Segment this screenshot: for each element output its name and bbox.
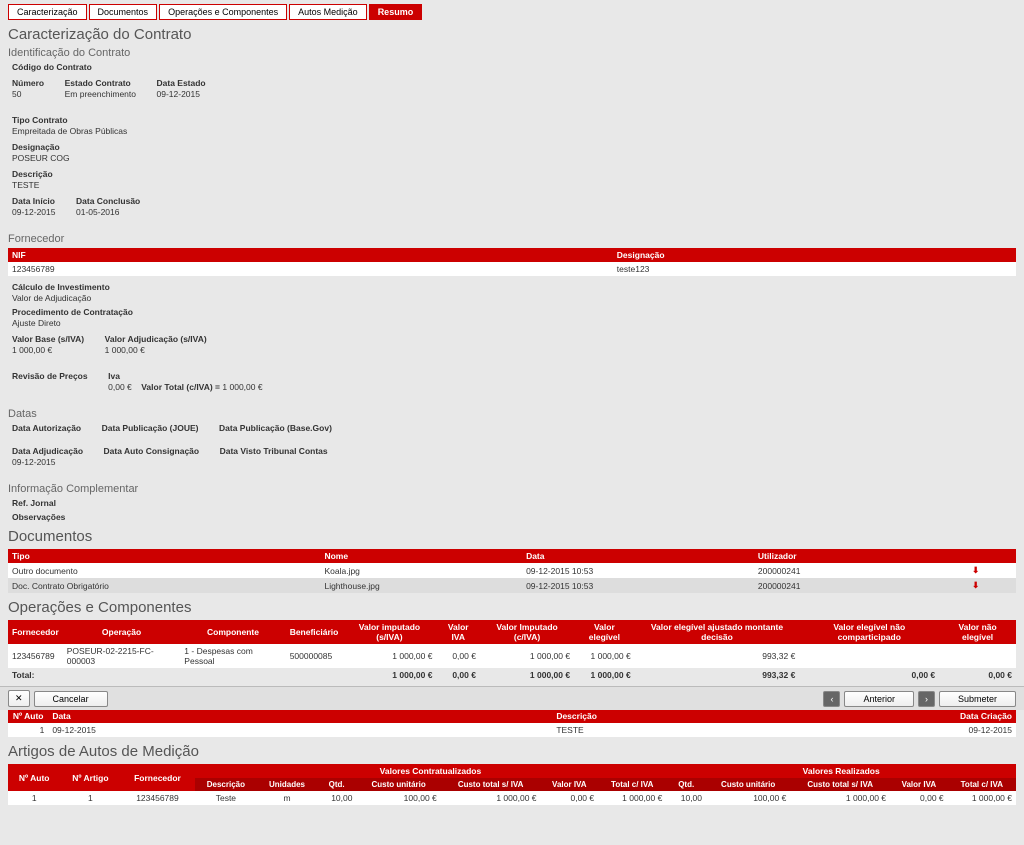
label-data-autorizacao: Data Autorização <box>12 423 81 433</box>
value-revisao-precos <box>12 382 88 392</box>
value-valor-total: 1 000,00 € <box>222 382 262 392</box>
label-ref-jornal: Ref. Jornal <box>12 498 1016 508</box>
label-proc-contrat: Procedimento de Contratação <box>12 307 1016 317</box>
download-icon[interactable]: ⬇ <box>972 580 979 590</box>
prev-arrow-button[interactable]: ‹ <box>823 691 840 707</box>
table-fornecedor: NIF Designação 123456789 teste123 <box>8 248 1016 276</box>
value-data-adjudicacao: 09-12-2015 <box>12 457 83 467</box>
label-data-pub-jous: Data Publicação (JOUE) <box>102 423 199 433</box>
value-data-estado: 09-12-2015 <box>157 89 206 99</box>
value-valor-base: 1 000,00 € <box>12 345 84 355</box>
subheading-info-comp: Informação Complementar <box>8 483 1016 495</box>
col-data: Data <box>522 549 754 563</box>
tab-bar: Caracterização Documentos Operações e Co… <box>8 4 1016 20</box>
col-nif: NIF <box>8 248 613 262</box>
value-estado-contrato: Em preenchimento <box>65 89 136 99</box>
table-row: 123456789 teste123 <box>8 262 1016 276</box>
table-row: 1 09-12-2015 TESTE 09-12-2015 <box>8 723 1016 737</box>
subheading-datas: Datas <box>8 408 1016 420</box>
label-calculo-inv: Cálculo de Investimento <box>12 282 1016 292</box>
table-documentos: Tipo Nome Data Utilizador Outro document… <box>8 549 1016 593</box>
subheading-fornecedor: Fornecedor <box>8 233 1016 245</box>
table-row: Outro documento Koala.jpg 09-12-2015 10:… <box>8 563 1016 578</box>
table-artigos: Nº Auto Nº Artigo Fornecedor Valores Con… <box>8 764 1016 805</box>
label-valor-total: Valor Total (c/IVA) = <box>141 382 220 392</box>
label-iva: Iva <box>108 371 262 381</box>
label-data-estado: Data Estado <box>157 78 206 88</box>
value-data-conclusao: 01-05-2016 <box>76 207 140 217</box>
label-valor-adj: Valor Adjudicação (s/IVA) <box>105 334 207 344</box>
value-valor-adj: 1 000,00 € <box>105 345 207 355</box>
value-tipo-contrato: Empreitada de Obras Públicas <box>12 126 1016 136</box>
col-utilizador: Utilizador <box>754 549 935 563</box>
submeter-button[interactable]: Submeter <box>939 691 1016 707</box>
tab-resumo[interactable]: Resumo <box>369 4 423 20</box>
download-icon[interactable]: ⬇ <box>972 565 979 575</box>
table-operacoes: Fornecedor Operação Componente Beneficiá… <box>8 620 1016 682</box>
label-revisao-precos: Revisão de Preços <box>12 371 88 381</box>
tab-documentos[interactable]: Documentos <box>89 4 158 20</box>
value-designacao: POSEUR COG <box>12 153 1016 163</box>
label-valor-base: Valor Base (s/IVA) <box>12 334 84 344</box>
cell-nif: 123456789 <box>8 262 613 276</box>
label-data-visto-tc: Data Visto Tribunal Contas <box>220 446 328 456</box>
footer-bar: ✕ Cancelar ‹ Anterior › Submeter <box>0 686 1024 710</box>
table-row: 123456789 POSEUR-02-2215-FC-000003 1 - D… <box>8 644 1016 668</box>
col-tipo: Tipo <box>8 549 320 563</box>
label-data-adjudicacao: Data Adjudicação <box>12 446 83 456</box>
value-calculo-inv: Valor de Adjudicação <box>12 293 1016 303</box>
heading-artigos: Artigos de Autos de Medição <box>8 743 1016 760</box>
label-numero: Número <box>12 78 44 88</box>
cell-designacao: teste123 <box>613 262 1016 276</box>
total-row: Total: 1 000,00 € 0,00 € 1 000,00 € 1 00… <box>8 668 1016 682</box>
value-proc-contrat: Ajuste Direto <box>12 318 1016 328</box>
tab-caracterizacao[interactable]: Caracterização <box>8 4 87 20</box>
heading-documentos: Documentos <box>8 528 1016 545</box>
value-numero: 50 <box>12 89 44 99</box>
table-row: Doc. Contrato Obrigatório Lighthouse.jpg… <box>8 578 1016 593</box>
label-data-conclusao: Data Conclusão <box>76 196 140 206</box>
label-data-inicio: Data Início <box>12 196 55 206</box>
label-designacao: Designação <box>12 142 1016 152</box>
heading-operacoes: Operações e Componentes <box>8 599 1016 616</box>
label-observacoes: Observações <box>12 512 1016 522</box>
value-iva: 0,00 € Valor Total (c/IVA) = 1 000,00 € <box>108 382 262 392</box>
table-autos: Nº Auto Data Descrição Data Criação 1 09… <box>8 709 1016 737</box>
label-data-auto-consig: Data Auto Consignação <box>104 446 200 456</box>
value-data-inicio: 09-12-2015 <box>12 207 55 217</box>
anterior-button[interactable]: Anterior <box>844 691 914 707</box>
col-nome: Nome <box>320 549 522 563</box>
next-arrow-button[interactable]: › <box>918 691 935 707</box>
tab-operacoes[interactable]: Operações e Componentes <box>159 4 287 20</box>
close-button[interactable]: ✕ <box>8 690 30 707</box>
label-estado-contrato: Estado Contrato <box>65 78 136 88</box>
tab-autos-medicao[interactable]: Autos Medição <box>289 4 367 20</box>
label-data-pub-base: Data Publicação (Base.Gov) <box>219 423 332 433</box>
label-descricao: Descrição <box>12 169 1016 179</box>
label-tipo-contrato: Tipo Contrato <box>12 115 1016 125</box>
heading-caracterizacao: Caracterização do Contrato <box>8 26 1016 43</box>
col-designacao: Designação <box>613 248 1016 262</box>
table-row: 1 1 123456789 Teste m 10,00 100,00 € 1 0… <box>8 791 1016 805</box>
label-codigo-contrato: Código do Contrato <box>12 62 1016 72</box>
value-descricao: TESTE <box>12 180 1016 190</box>
subheading-identificacao: Identificação do Contrato <box>8 47 1016 59</box>
cancelar-button[interactable]: Cancelar <box>34 691 108 707</box>
